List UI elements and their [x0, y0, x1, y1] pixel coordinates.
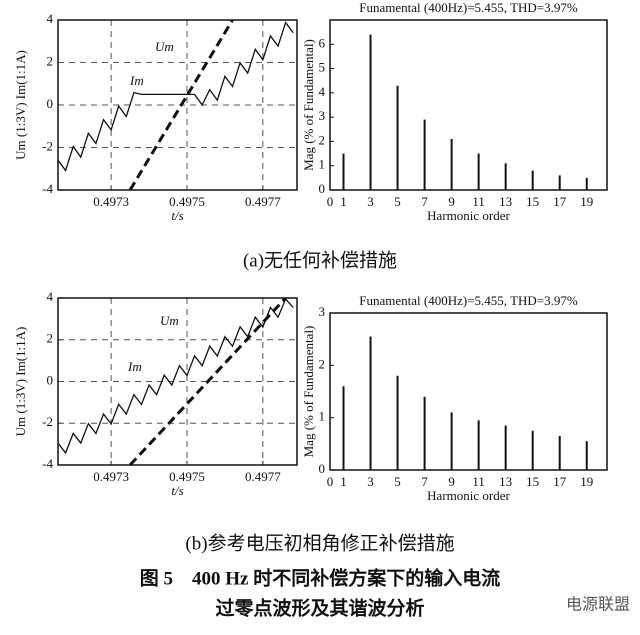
x-tick-label: 0.4973	[93, 469, 129, 484]
annotation: Im	[129, 73, 144, 88]
x-tick-label: 9	[448, 194, 455, 209]
y-tick-label: 4	[319, 84, 326, 99]
line-series	[128, 298, 287, 465]
y-tick-label: 2	[47, 331, 54, 346]
x-tick-label: 1	[340, 194, 347, 209]
y-tick-label: 4	[47, 289, 54, 304]
x-tick-label: 13	[499, 474, 512, 489]
plot-frame	[57, 19, 298, 191]
x-tick-label: 11	[472, 474, 485, 489]
y-axis-label: Um (1:3V) Im(1:1A)	[13, 327, 28, 437]
chart-title: Funamental (400Hz)=5.455, THD=3.97%	[359, 293, 578, 308]
x-tick-label: 15	[526, 474, 539, 489]
watermark: 电源联盟	[566, 596, 630, 614]
figure-title: 图 5 400 Hz 时不同补偿方案下的输入电流	[140, 566, 500, 589]
x-tick-label: 5	[394, 194, 401, 209]
y-tick-label: 0	[47, 372, 54, 387]
x-tick-label: 17	[553, 194, 567, 209]
figure-title: 过零点波形及其谐波分析	[215, 596, 424, 619]
x-tick-label: 0.4973	[93, 194, 129, 209]
y-tick-label: 0	[47, 96, 54, 111]
y-tick-label: 4	[47, 11, 54, 26]
x-axis-label: Harmonic order	[427, 488, 510, 503]
caption-b: (b)参考电压初相角修正补偿措施	[185, 532, 454, 554]
chart-title: Funamental (400Hz)=5.455, THD=3.97%	[359, 0, 578, 15]
x-tick-label: 3	[367, 474, 374, 489]
y-axis-label: Mag (% of Fundamental)	[301, 39, 316, 171]
line-series	[128, 20, 234, 190]
x-axis-label: t/s	[171, 208, 183, 223]
plot-frame	[329, 312, 608, 471]
x-tick-label: 7	[421, 474, 428, 489]
y-tick-label: -4	[42, 456, 53, 471]
x-tick-label: 1	[340, 474, 347, 489]
caption-a: (a)无任何补偿措施	[243, 249, 397, 271]
x-tick-label: 7	[421, 194, 428, 209]
x-tick-label: 17	[553, 474, 567, 489]
y-tick-label: 2	[319, 356, 326, 371]
y-tick-label: 0	[319, 181, 326, 196]
x-tick-label: 13	[499, 194, 512, 209]
x-tick-label: 0.4975	[169, 194, 205, 209]
x-tick-label: 0.4977	[245, 469, 281, 484]
x-tick-label: 0.4975	[169, 469, 205, 484]
y-tick-label: 6	[319, 35, 326, 50]
x-axis-label: t/s	[171, 483, 183, 498]
y-axis-label: Um (1:3V) Im(1:1A)	[13, 50, 28, 160]
y-tick-label: 0	[319, 461, 326, 476]
x-tick-label: 3	[367, 194, 374, 209]
x-tick-label: 5	[394, 474, 401, 489]
x-tick-label: 19	[580, 474, 593, 489]
y-axis-label: Mag (% of Fundamental)	[301, 326, 316, 458]
line-series	[58, 21, 294, 172]
annotation: Um	[160, 313, 179, 328]
x-axis-label: Harmonic order	[427, 208, 510, 223]
line-series	[58, 298, 294, 455]
x-tick-label: 9	[448, 474, 455, 489]
x-tick-label: 19	[580, 194, 593, 209]
plot-frame	[57, 297, 298, 466]
annotation: Um	[155, 39, 174, 54]
y-tick-label: 1	[319, 409, 326, 424]
y-tick-label: 2	[319, 132, 326, 147]
annotation: Im	[127, 359, 142, 374]
x-tick-label: 0	[327, 474, 334, 489]
y-tick-label: -2	[42, 414, 53, 429]
y-tick-label: -2	[42, 138, 53, 153]
y-tick-label: 1	[319, 157, 326, 172]
y-tick-label: -4	[42, 181, 53, 196]
x-tick-label: 0	[327, 194, 334, 209]
y-tick-label: 5	[319, 60, 326, 75]
plot-frame	[329, 19, 608, 191]
y-tick-label: 2	[47, 53, 54, 68]
x-tick-label: 0.4977	[245, 194, 281, 209]
x-tick-label: 15	[526, 194, 539, 209]
y-tick-label: 3	[319, 304, 326, 319]
x-tick-label: 11	[472, 194, 485, 209]
y-tick-label: 3	[319, 108, 326, 123]
